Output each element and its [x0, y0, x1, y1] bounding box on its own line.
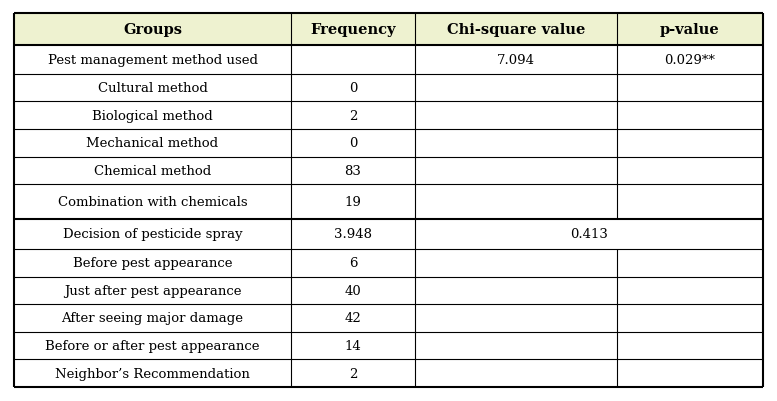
Text: Chemical method: Chemical method: [94, 164, 211, 177]
Text: Before or after pest appearance: Before or after pest appearance: [45, 339, 260, 352]
Bar: [14, 14, 291, 46]
Text: 6: 6: [349, 257, 357, 269]
Text: 0: 0: [349, 82, 357, 95]
Text: 40: 40: [344, 284, 361, 297]
Text: Neighbor’s Recommendation: Neighbor’s Recommendation: [55, 367, 250, 380]
Text: 0: 0: [349, 137, 357, 150]
Text: Frequency: Frequency: [310, 23, 395, 37]
Bar: [617, 14, 763, 46]
Text: 2: 2: [349, 367, 357, 380]
Text: 3.948: 3.948: [334, 228, 372, 241]
Text: 7.094: 7.094: [497, 54, 535, 67]
Text: Chi-square value: Chi-square value: [447, 23, 585, 37]
Text: p-value: p-value: [660, 23, 720, 37]
Text: Pest management method used: Pest management method used: [47, 54, 257, 67]
Text: 2: 2: [349, 109, 357, 122]
Text: Just after pest appearance: Just after pest appearance: [64, 284, 242, 297]
Text: 14: 14: [344, 339, 361, 352]
Text: 19: 19: [344, 195, 361, 209]
Text: Cultural method: Cultural method: [98, 82, 207, 95]
Text: After seeing major damage: After seeing major damage: [61, 312, 243, 325]
Text: 42: 42: [344, 312, 361, 325]
Text: Combination with chemicals: Combination with chemicals: [57, 195, 247, 209]
Bar: [415, 14, 617, 46]
Text: Mechanical method: Mechanical method: [86, 137, 218, 150]
Text: 0.029**: 0.029**: [664, 54, 716, 67]
Text: Decision of pesticide spray: Decision of pesticide spray: [63, 228, 242, 241]
Text: 83: 83: [344, 164, 361, 177]
Text: Groups: Groups: [123, 23, 182, 37]
Text: Before pest appearance: Before pest appearance: [73, 257, 232, 269]
Text: 0.413: 0.413: [570, 228, 608, 241]
Bar: [291, 14, 415, 46]
Text: Biological method: Biological method: [92, 109, 213, 122]
